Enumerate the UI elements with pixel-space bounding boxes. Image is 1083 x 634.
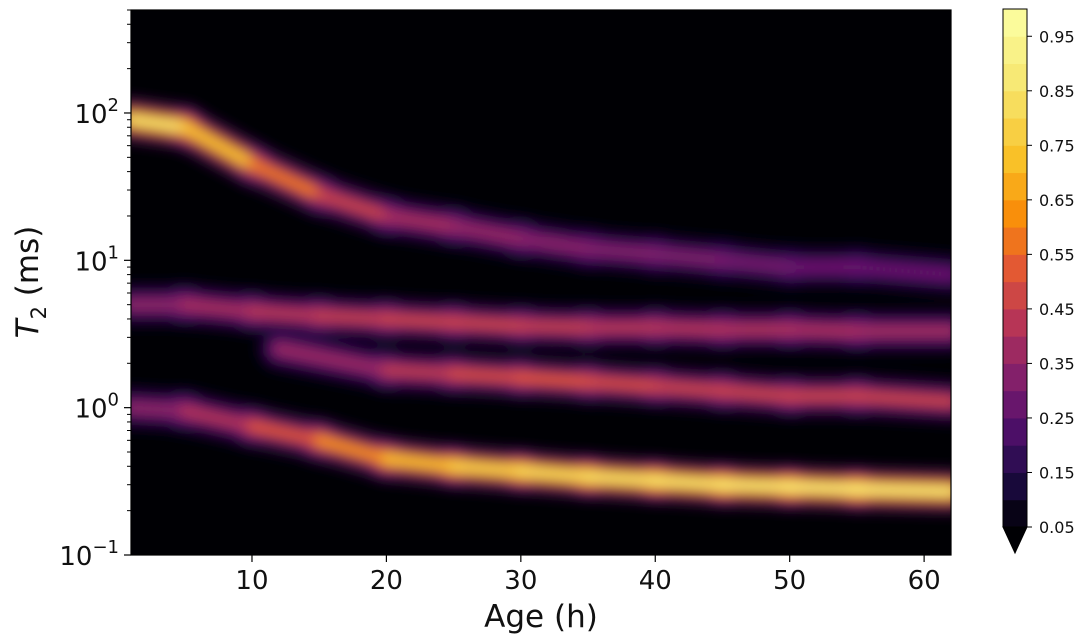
colorbar: 0.05 0.15 0.25 0.35 0.45 0.55 0.65 0.75 0.85 0.95 xyxy=(1002,8,1075,555)
y-tick-label: 100 xyxy=(74,390,119,425)
ridge-component-1 xyxy=(131,96,951,298)
ridge-segment xyxy=(449,318,525,330)
colorbar-band xyxy=(1003,308,1027,337)
ridge-segment xyxy=(651,476,727,489)
ridge-segment xyxy=(449,462,525,476)
colorbar-tick-label: 0.15 xyxy=(1039,463,1075,482)
ridge-segment xyxy=(449,369,525,382)
colorbar-extend-min xyxy=(1002,526,1028,555)
y-tick-label: 10−1 xyxy=(59,537,119,572)
ridge-segment xyxy=(651,323,727,334)
ridge-component-3 xyxy=(255,326,951,425)
colorbar-tick-label: 0.35 xyxy=(1039,354,1075,373)
colorbar-band xyxy=(1003,172,1027,201)
x-tick-label: 30 xyxy=(504,566,537,596)
colorbar-band xyxy=(1003,499,1027,528)
ridge-segment xyxy=(248,422,324,445)
colorbar-band xyxy=(1003,90,1027,119)
y-axis-label-unit: (ms) xyxy=(10,226,46,306)
ridge-segment xyxy=(131,403,189,415)
colorbar-band xyxy=(1003,118,1027,146)
colorbar-band xyxy=(1003,227,1027,255)
colorbar-band xyxy=(1003,336,1027,364)
ridge-segment xyxy=(131,115,189,132)
y-axis-label: T2 (ms) xyxy=(10,226,51,339)
colorbar-band xyxy=(1003,445,1027,473)
colorbar-tick-label: 0.85 xyxy=(1039,82,1075,101)
ridge-segment xyxy=(315,436,391,463)
colorbar-tick-label: 0.75 xyxy=(1039,136,1075,155)
x-tick-label: 20 xyxy=(370,566,403,596)
ridge-component-4 xyxy=(131,384,951,515)
x-axis-label: Age (h) xyxy=(484,599,598,634)
colorbar-tick-label: 0.25 xyxy=(1039,409,1075,428)
ridge-segment xyxy=(651,382,727,395)
ridge-segment xyxy=(852,485,951,496)
colorbar-tick-label: 0.45 xyxy=(1039,300,1075,319)
ridge-segment xyxy=(651,250,727,265)
ridge-segment xyxy=(785,482,861,494)
colorbar-band xyxy=(1003,472,1027,501)
plot-frame xyxy=(130,9,952,556)
y-axis-label-subscript: 2 xyxy=(27,306,51,319)
ridge-segment xyxy=(274,345,391,375)
colorbar-tick-label: 0.05 xyxy=(1039,518,1075,537)
ridge-segment xyxy=(852,392,951,406)
ridge-segment xyxy=(382,366,458,378)
ridge-segment xyxy=(584,244,660,259)
heatmap-layer xyxy=(131,96,951,515)
ridge-segment xyxy=(516,234,592,253)
y-tick-label: 102 xyxy=(74,95,119,130)
ridge-segment xyxy=(584,377,660,391)
y-tick-label: 101 xyxy=(74,242,119,277)
colorbar-band xyxy=(1003,390,1027,419)
ridge-segment xyxy=(584,472,660,485)
ridge-component-2 xyxy=(131,281,951,355)
ridge-segment xyxy=(180,406,256,431)
colorbar-tick-label: 0.95 xyxy=(1039,27,1075,46)
x-tick-label: 50 xyxy=(773,566,806,596)
colorbar-band xyxy=(1003,363,1027,392)
colorbar-band xyxy=(1003,254,1027,283)
ridge-segment xyxy=(852,263,951,279)
y-axis: 10−1 100 101 102 xyxy=(59,9,131,572)
ridge-segment xyxy=(785,325,861,336)
ridge-segment xyxy=(180,300,256,316)
colorbar-band xyxy=(1003,199,1027,228)
colorbar-tick-label: 0.65 xyxy=(1039,191,1075,210)
ridge-segment xyxy=(180,123,256,169)
ridge-segment xyxy=(382,212,458,231)
x-tick-label: 40 xyxy=(639,566,672,596)
x-axis: 10 20 30 40 50 60 xyxy=(235,555,941,596)
ridge-segment xyxy=(248,307,324,320)
colorbar-band xyxy=(1003,36,1027,65)
ridge-segment xyxy=(315,311,391,323)
ridge-segment xyxy=(516,373,592,386)
colorbar-band xyxy=(1003,9,1027,37)
plot-area xyxy=(130,9,952,556)
colorbar-band xyxy=(1003,145,1027,174)
colorbar-tick-label: 0.55 xyxy=(1039,245,1075,264)
colorbar-band xyxy=(1003,63,1027,92)
ridge-segment xyxy=(315,190,391,220)
ridge-segment xyxy=(516,321,592,332)
ridge-segment xyxy=(382,454,458,471)
colorbar-band xyxy=(1003,417,1027,446)
ridge-segment xyxy=(718,480,794,491)
ridge-segment xyxy=(718,256,794,272)
ridge-segment xyxy=(248,160,324,199)
ridge-segment xyxy=(516,467,592,481)
ridge-segment xyxy=(382,315,458,327)
heatmap-glow xyxy=(131,96,951,515)
ridge-segment xyxy=(718,386,794,400)
y-axis-label-symbol: T xyxy=(10,317,46,338)
x-tick-label: 10 xyxy=(235,566,268,596)
colorbar-band xyxy=(1003,281,1027,310)
x-tick-label: 60 xyxy=(908,566,941,596)
ridge-segment xyxy=(449,222,525,243)
